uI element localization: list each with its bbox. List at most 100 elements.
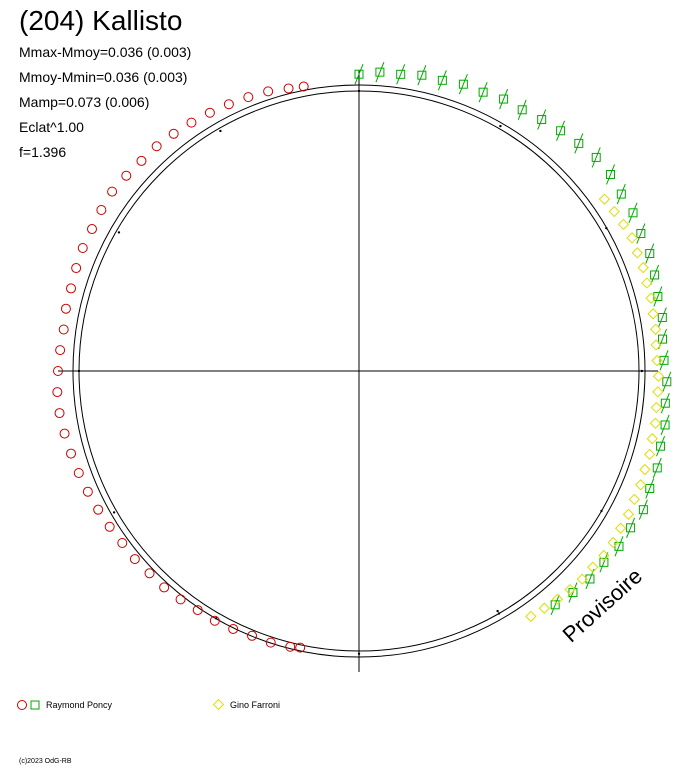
data-point-0-5 [204,107,215,118]
error-bar-1-15 [657,307,667,328]
data-point-2-12 [639,463,651,476]
error-bar-1-7 [645,478,655,499]
data-point-0-4 [223,99,234,110]
data-point-1-26 [537,115,547,125]
data-point-2-14 [646,433,658,445]
data-point-2-11 [635,479,647,491]
data-point-0-27 [93,504,104,515]
error-bar-1-34 [375,61,385,83]
data-point-1-14 [658,334,668,344]
data-point-0-16 [66,283,77,294]
data-point-0-35 [209,615,220,626]
data-point-3-4 [499,124,502,128]
data-point-2-22 [647,308,659,320]
data-point-2-19 [651,354,663,367]
data-point-1-35 [354,69,364,79]
data-point-1-5 [626,523,636,533]
data-point-1-25 [556,126,566,136]
data-point-0-37 [247,630,258,641]
data-point-2-28 [617,218,630,231]
data-point-2-23 [645,292,657,304]
data-point-0-8 [151,141,162,152]
data-point-2-13 [644,448,656,461]
data-point-0-39 [285,641,296,652]
data-point-2-4 [576,573,588,585]
data-point-0-0 [298,81,309,92]
error-bar-1-13 [659,350,669,371]
error-bar-1-11 [660,393,670,414]
data-point-0-38 [265,637,276,648]
data-point-1-9 [656,441,666,451]
data-point-1-29 [478,87,488,97]
data-point-2-3 [564,583,576,596]
data-point-1-28 [499,94,509,104]
data-point-2-18 [652,370,665,382]
data-point-0-1 [283,83,294,94]
data-point-0-15 [71,263,82,274]
data-point-0-20 [53,366,63,376]
data-point-1-23 [591,152,601,162]
data-point-0-28 [104,521,115,532]
data-point-1-0 [550,600,560,610]
data-point-0-3 [243,92,254,103]
data-point-1-17 [650,270,660,280]
legend-diamond-icon [212,698,225,711]
legend-square-icon [30,700,40,710]
data-point-1-4 [614,541,624,551]
data-point-2-9 [622,508,635,520]
error-bar-1-29 [478,82,488,103]
data-point-3-6 [219,129,222,133]
data-point-2-27 [626,232,638,244]
data-point-1-24 [574,138,584,148]
data-point-1-27 [517,105,527,115]
error-bar-1-33 [396,64,406,85]
data-point-2-5 [587,561,599,573]
error-bar-1-20 [628,202,638,223]
data-point-1-30 [458,79,468,89]
stat-eclat: Eclat^1.00 [19,119,84,135]
chart-title: (204) Kallisto [19,5,183,36]
data-point-0-19 [55,345,66,356]
error-bar-1-24 [574,133,584,154]
error-bar-1-35 [354,64,364,85]
data-point-1-10 [660,420,670,430]
error-bar-1-31 [437,70,447,91]
error-bar-1-1 [568,582,578,603]
data-point-0-34 [192,605,203,616]
data-point-0-2 [263,86,274,97]
data-point-3-5 [357,89,361,93]
data-point-2-2 [551,593,564,605]
data-point-3-1 [600,509,603,513]
data-point-0-40 [295,642,306,653]
data-point-1-6 [638,505,648,515]
data-point-1-15 [657,313,667,323]
copyright-text: (c)2023 OdG-RB [19,758,72,765]
data-point-2-24 [641,277,653,289]
data-point-2-10 [628,493,640,506]
data-point-1-22 [606,169,616,179]
data-point-2-20 [650,339,662,351]
data-point-0-9 [136,155,147,166]
data-point-0-24 [66,448,77,459]
data-point-2-16 [650,401,663,414]
data-point-0-13 [86,224,97,235]
data-point-2-0 [525,610,537,623]
error-bar-1-10 [660,414,670,436]
error-bar-1-25 [556,120,566,141]
data-point-1-12 [662,377,672,387]
data-point-1-19 [636,229,646,239]
error-bar-1-21 [616,183,626,205]
data-point-2-6 [598,549,610,562]
error-bar-1-19 [636,223,646,244]
error-bar-1-4 [614,536,624,557]
chart-marks-group [52,61,672,655]
error-bar-1-30 [458,74,468,95]
error-bar-1-16 [653,286,663,307]
reference-circle-inner [72,84,646,658]
data-point-0-6 [186,117,197,128]
data-point-0-7 [168,128,179,139]
data-point-0-25 [73,467,84,478]
data-point-2-29 [608,205,620,218]
data-point-0-21 [52,387,63,398]
